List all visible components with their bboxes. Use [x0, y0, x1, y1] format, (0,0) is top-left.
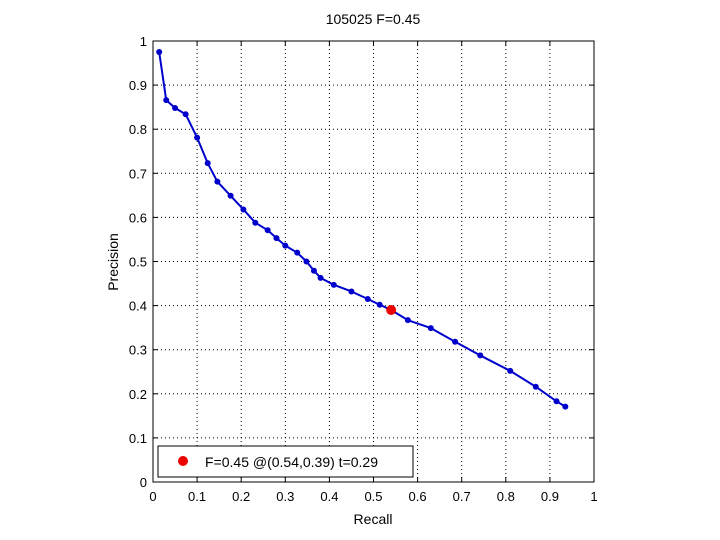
data-point	[294, 249, 301, 256]
y-axis-title: Precision	[105, 233, 121, 291]
data-point	[214, 178, 221, 185]
y-tick-label: 0.6	[129, 210, 147, 225]
legend-box	[157, 445, 414, 478]
data-point	[172, 105, 179, 112]
data-point	[204, 160, 211, 167]
best-f-point	[386, 305, 397, 316]
data-point	[282, 242, 289, 249]
data-point	[163, 97, 170, 104]
data-point	[227, 192, 234, 199]
data-point	[240, 206, 247, 213]
x-tick-label: 0.9	[541, 489, 559, 504]
data-point	[252, 219, 259, 226]
data-point	[532, 383, 539, 390]
highlight-layer	[386, 305, 397, 316]
data-point	[452, 338, 459, 345]
y-tick-label: 0.7	[129, 166, 147, 181]
x-tick-label: 0.4	[320, 489, 338, 504]
x-tick-labels: 0 0.1 0.2 0.3 0.4 0.5 0.6 0.7 0.8 0.9 1	[149, 489, 597, 504]
data-point	[553, 398, 560, 405]
data-point	[330, 281, 337, 288]
x-tick-label: 0.3	[276, 489, 294, 504]
x-axis-title: Recall	[354, 511, 393, 527]
x-tick-label: 0.6	[409, 489, 427, 504]
grid-lines	[153, 41, 594, 482]
series-line	[158, 51, 566, 408]
y-tick-label: 0.5	[129, 255, 147, 270]
x-tick-label: 0	[149, 489, 156, 504]
y-tick-label: 0.4	[129, 299, 147, 314]
legend-label: F=0.45 @(0.54,0.39) t=0.29	[205, 454, 378, 470]
data-point	[562, 403, 569, 410]
legend: F=0.45 @(0.54,0.39) t=0.29	[157, 445, 414, 478]
x-tick-label: 0.7	[453, 489, 471, 504]
x-tick-label: 0.2	[232, 489, 250, 504]
series-layer	[156, 49, 569, 410]
y-tick-label: 1	[140, 34, 147, 49]
y-tick-label: 0.3	[129, 343, 147, 358]
y-tick-label: 0	[140, 475, 147, 490]
x-tick-label: 0.8	[497, 489, 515, 504]
x-tick-label: 0.1	[188, 489, 206, 504]
y-tick-label: 0.2	[129, 387, 147, 402]
data-point	[310, 267, 317, 274]
y-tick-label: 0.1	[129, 431, 147, 446]
data-point	[317, 274, 324, 281]
data-point	[507, 367, 514, 374]
data-point	[427, 325, 434, 332]
y-tick-labels: 0 0.1 0.2 0.3 0.4 0.5 0.6 0.7 0.8 0.9 1	[129, 34, 147, 490]
x-tick-label: 0.5	[364, 489, 382, 504]
data-point	[303, 258, 310, 265]
data-point	[477, 352, 484, 359]
y-tick-label: 0.8	[129, 122, 147, 137]
data-point	[264, 227, 271, 234]
y-tick-label: 0.9	[129, 78, 147, 93]
x-tick-label: 1	[590, 489, 597, 504]
axis-ticks	[152, 40, 595, 483]
data-point	[404, 317, 411, 324]
data-point	[182, 111, 189, 118]
data-point	[194, 134, 201, 141]
legend-marker	[178, 456, 188, 466]
data-point	[364, 295, 371, 302]
data-point	[156, 49, 163, 56]
chart-title: 105025 F=0.45	[326, 11, 421, 27]
data-point	[348, 288, 355, 295]
data-point	[376, 301, 383, 308]
data-point	[273, 235, 280, 242]
